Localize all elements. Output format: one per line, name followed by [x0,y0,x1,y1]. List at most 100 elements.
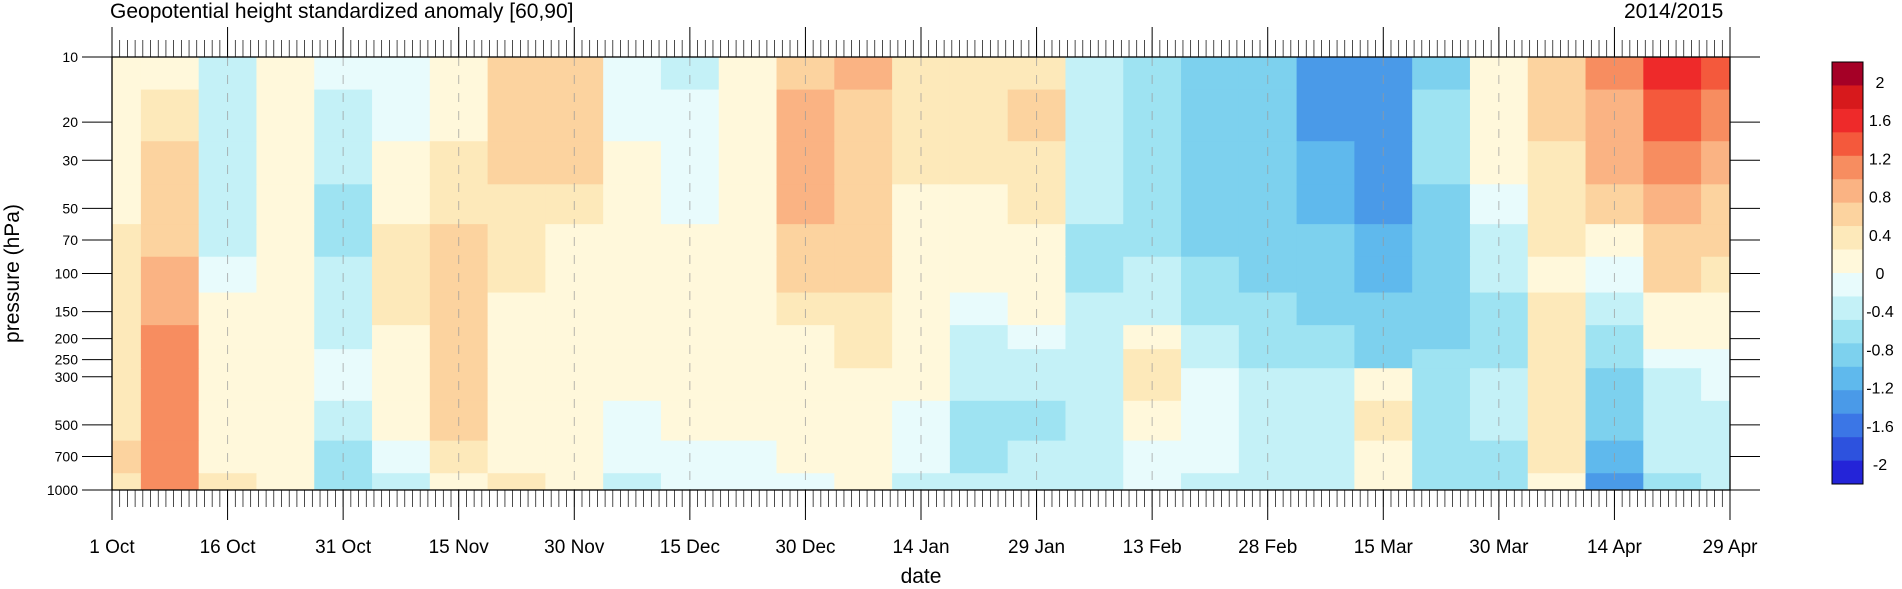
heatmap-cell [1296,325,1355,350]
heatmap-cell [718,292,778,326]
heatmap-cell [1065,368,1124,402]
heatmap-cell [949,292,1009,326]
heatmap-cell [1412,349,1471,369]
heatmap-cell [1701,57,1731,91]
chart-title: Geopotential height standardized anomaly… [110,0,574,23]
heatmap-cell [1701,325,1731,350]
heatmap-cell [1412,325,1471,350]
heatmap-cell [1643,224,1702,258]
x-tick-label: 30 Nov [544,537,605,558]
y-tick-label: 10 [62,49,78,65]
heatmap-cell [1354,473,1413,491]
heatmap-cell [603,89,662,142]
heatmap-cell [140,89,200,142]
heatmap-cell [834,473,893,491]
heatmap-cell [1238,473,1298,491]
heatmap-cell [1296,57,1355,91]
heatmap-cell [1412,292,1471,326]
heatmap-cell [1065,292,1124,326]
legend-label: -0.8 [1866,342,1894,359]
legend-swatch [1832,343,1863,368]
heatmap-cell [112,440,142,474]
heatmap-cell [834,57,893,91]
heatmap-cell [1296,440,1355,474]
heatmap-cell [603,224,662,258]
heatmap-cell [949,368,1009,402]
heatmap-cell [1701,292,1731,326]
heatmap-cell [256,400,315,442]
legend-label: 0.8 [1869,190,1891,207]
legend-swatch [1832,460,1863,485]
heatmap-cell [949,440,1009,474]
heatmap-cell [834,349,893,369]
y-tick-label: 300 [55,369,79,385]
heatmap-cell [256,256,315,294]
x-tick-label: 29 Apr [1703,537,1759,558]
heatmap-cell [1065,473,1124,491]
heatmap-cell [112,292,142,326]
heatmap-cell [198,473,257,491]
legend-swatch [1832,132,1863,157]
heatmap-cell [256,325,315,350]
heatmap-cell [1643,440,1702,474]
heatmap-cell [140,473,200,491]
y-tick-label: 250 [55,352,79,368]
legend-swatch [1832,249,1863,274]
heatmap-cell [1643,349,1702,369]
legend-swatch [1832,85,1863,110]
heatmap-cell [112,368,142,402]
heatmap-cell [1643,292,1702,326]
heatmap-cell [603,57,662,91]
heatmap-cell [718,184,778,225]
heatmap-cell [1701,141,1731,185]
heatmap-cell [1701,440,1731,474]
heatmap-cell [1065,89,1124,142]
heatmap-cell [949,325,1009,350]
heatmap-cell [256,473,315,491]
heatmap-cell [1123,473,1182,491]
heatmap-cell [718,325,778,350]
x-tick-label: 30 Dec [775,537,835,558]
x-axis-label: date [901,565,942,588]
legend-swatch [1832,437,1863,461]
y-tick-label: 30 [62,152,78,168]
y-tick-label: 500 [55,417,79,433]
heatmap-cell [140,292,200,326]
heatmap-cell [1527,325,1587,350]
heatmap-cell [256,368,315,402]
heatmap-cell [140,184,200,225]
x-tick-label: 14 Jan [892,537,949,558]
heatmap-cell [487,440,546,474]
heatmap-cells [112,57,1731,491]
legend-label: 2 [1876,75,1885,92]
x-tick-label: 15 Mar [1354,537,1414,558]
heatmap-cell [1527,256,1587,294]
heatmap-cell [1527,368,1587,402]
heatmap-cell [487,256,546,294]
y-tick-label: 1000 [47,482,78,498]
legend-label: 0.4 [1869,228,1891,245]
heatmap-cell [372,224,431,258]
heatmap-cell [718,224,778,258]
heatmap-cell [834,325,893,350]
heatmap-cell [256,224,315,258]
heatmap-cell [487,473,546,491]
heatmap-cell [1296,184,1355,225]
x-tick-label: 13 Feb [1123,537,1182,558]
heatmap-cell [1181,400,1240,442]
heatmap-cell [603,141,662,185]
heatmap-cell [545,349,604,369]
heatmap-cell [487,400,546,442]
heatmap-cell [372,57,431,91]
heatmap-cell [1181,349,1240,369]
legend-swatch [1832,413,1863,438]
legend-swatch [1832,108,1863,133]
heatmap-cell [256,440,315,474]
heatmap-cell [1643,256,1702,294]
heatmap-cell [834,400,893,442]
y-tick-label: 70 [62,232,78,248]
season-label: 2014/2015 [1624,0,1724,23]
heatmap-cell [314,473,373,491]
heatmap-cell [112,141,142,185]
date-gridlines [227,57,1615,490]
